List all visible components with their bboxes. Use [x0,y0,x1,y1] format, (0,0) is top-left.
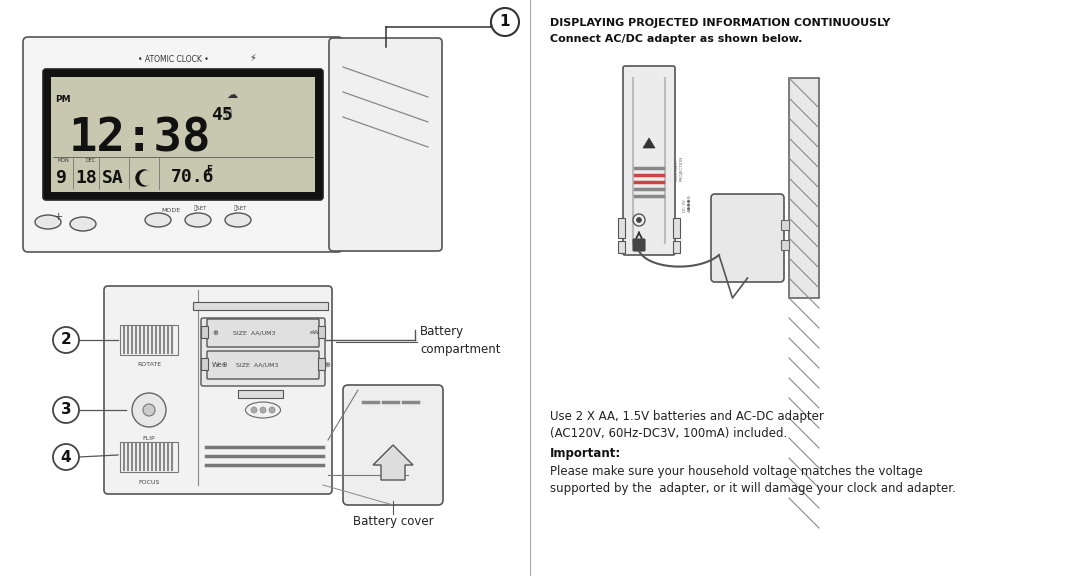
Text: 70.6: 70.6 [171,168,215,186]
Text: Please make sure your household voltage matches the voltage: Please make sure your household voltage … [550,465,922,478]
Text: Battery cover: Battery cover [353,516,433,529]
Text: ⚡: ⚡ [249,53,256,63]
Text: MODE: MODE [161,207,180,213]
Bar [238,390,283,398]
Text: PM: PM [55,94,70,104]
Circle shape [53,397,79,423]
Text: We⊕: We⊕ [212,362,229,368]
Ellipse shape [245,402,281,418]
Text: DISPLAYING PROJECTED INFORMATION CONTINUOUSLY: DISPLAYING PROJECTED INFORMATION CONTINU… [550,18,890,28]
Text: DC 3V
⊕●●●⊖: DC 3V ⊕●●●⊖ [683,194,691,212]
Text: ROTATE: ROTATE [137,362,161,367]
FancyBboxPatch shape [329,38,442,251]
Bar [120,325,178,355]
Text: 📡: 📡 [226,107,232,117]
FancyBboxPatch shape [207,319,319,347]
Text: ⊕: ⊕ [324,362,329,368]
Polygon shape [373,445,413,480]
Ellipse shape [35,215,60,229]
FancyBboxPatch shape [633,239,645,251]
Text: SIZE  AA/UM3: SIZE AA/UM3 [233,331,275,335]
Text: 9: 9 [55,169,67,187]
Bar [201,326,208,338]
Bar [201,358,208,370]
Ellipse shape [70,217,96,231]
Circle shape [132,393,166,427]
Ellipse shape [225,213,251,227]
Text: supported by the  adapter, or it will damage your clock and adapter.: supported by the adapter, or it will dam… [550,482,956,495]
Bar [51,77,315,192]
Text: Connect AC/DC adapter as shown below.: Connect AC/DC adapter as shown below. [550,34,802,44]
Text: FLIP: FLIP [143,435,156,441]
FancyBboxPatch shape [201,318,325,386]
Text: 🔔SET: 🔔SET [193,205,206,211]
Circle shape [251,407,257,413]
Ellipse shape [145,213,171,227]
Bar [673,218,680,238]
FancyBboxPatch shape [343,385,443,505]
Circle shape [491,8,519,36]
FancyBboxPatch shape [207,351,319,379]
Circle shape [636,218,642,222]
Text: ☁: ☁ [226,90,238,100]
Text: SIZE  AA/UM3: SIZE AA/UM3 [237,362,279,367]
Text: -: - [76,225,80,235]
Text: CONTRAST
PROJECTION: CONTRAST PROJECTION [675,156,684,180]
Bar [193,302,328,310]
FancyBboxPatch shape [623,66,675,255]
Text: 🔔SET: 🔔SET [233,205,246,211]
Circle shape [140,171,154,185]
Bar [618,218,625,238]
Circle shape [633,214,645,226]
Text: eW: eW [310,331,320,335]
Text: Battery
compartment: Battery compartment [420,324,500,355]
FancyBboxPatch shape [711,194,784,282]
Text: 2: 2 [60,332,71,347]
FancyBboxPatch shape [104,286,332,494]
Bar [318,358,325,370]
Bar [618,241,625,253]
Bar [318,326,325,338]
Text: ⊕: ⊕ [212,330,218,336]
Bar [789,78,819,298]
Text: DEC: DEC [86,158,96,164]
Circle shape [260,407,266,413]
Bar [120,442,178,472]
Text: 4: 4 [60,449,71,464]
Text: (AC120V, 60Hz-DC3V, 100mA) included.: (AC120V, 60Hz-DC3V, 100mA) included. [550,427,787,440]
Text: 45: 45 [211,106,233,124]
Bar [781,220,789,230]
FancyBboxPatch shape [43,69,323,200]
Circle shape [53,444,79,470]
Circle shape [143,404,156,416]
Bar [673,241,680,253]
Text: 18: 18 [76,169,97,187]
Text: 3: 3 [60,403,71,418]
Text: 1: 1 [500,14,510,29]
Text: 12:38: 12:38 [69,116,212,161]
Circle shape [53,327,79,353]
Circle shape [136,170,152,186]
Text: +: + [53,212,63,222]
Text: • ATOMIC CLOCK •: • ATOMIC CLOCK • [137,55,208,65]
FancyBboxPatch shape [23,37,343,252]
Bar [781,240,789,250]
Polygon shape [643,138,654,148]
Text: Important:: Important: [550,447,621,460]
Text: F: F [206,165,212,175]
Circle shape [269,407,275,413]
Text: Use 2 X AA, 1.5V batteries and AC-DC adapter: Use 2 X AA, 1.5V batteries and AC-DC ada… [550,410,824,423]
Text: SA: SA [103,169,124,187]
Text: MON: MON [57,158,69,164]
Text: FOCUS: FOCUS [138,479,160,484]
Ellipse shape [185,213,211,227]
